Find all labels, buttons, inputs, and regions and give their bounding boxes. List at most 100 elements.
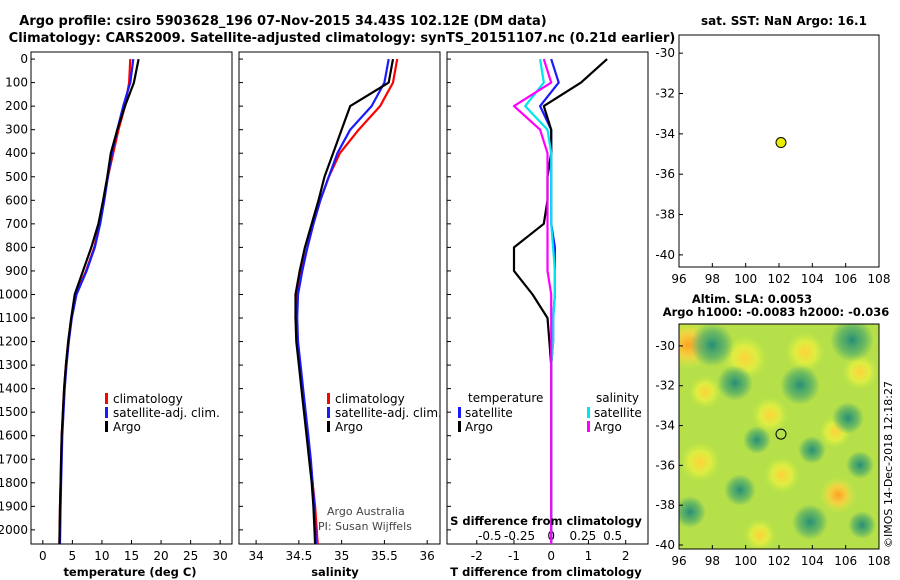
t-difference-xlabel: T difference from climatology [450, 565, 642, 579]
depth-tick-label: 1800 [0, 476, 28, 490]
lon-tick-label: 108 [868, 272, 891, 286]
legend-s-satellite: satellite [594, 406, 642, 420]
legend-swatch-satellite [327, 407, 330, 418]
difference-legend: temperature satellite Argo salinity sate… [458, 391, 642, 434]
temperature-xlabel: temperature (deg C) [63, 565, 196, 579]
x-tick-label: 30 [213, 549, 228, 563]
x-tick-label: -2 [471, 549, 483, 563]
temperature-panel: 0 5 10 15 20 25 30 [31, 58, 228, 563]
lat-tick-label: -40 [655, 248, 675, 262]
x-tick-label: 0 [547, 549, 555, 563]
difference-panel-frame [446, 51, 649, 545]
depth-tick-label: 100 [5, 76, 28, 90]
lon-tick-label: 96 [671, 272, 686, 286]
map-bottom-title-1: Altim. SLA: 0.0053 [692, 292, 812, 306]
series-line-argo [294, 58, 395, 545]
legend-t-argo: Argo [465, 420, 493, 434]
depth-tick-label: 600 [5, 193, 28, 207]
lon-tick-label: 104 [801, 272, 824, 286]
title-line-1: Argo profile: csiro 5903628_196 07-Nov-2… [19, 14, 546, 29]
x-tick-label: 2 [622, 549, 630, 563]
x-tick-label: -1 [508, 549, 520, 563]
s-tick-label: -0.5 [478, 529, 501, 543]
legend-argo: Argo [113, 420, 141, 434]
depth-tick-label: 700 [5, 217, 28, 231]
x-tick-label: 5 [69, 549, 77, 563]
lon-tick-label: 106 [834, 272, 857, 286]
credit-pi: PI: Susan Wijffels [318, 520, 412, 533]
salinity-legend: climatology satellite-adj. clim. Argo [327, 392, 442, 434]
s-tick-label: 0.25 [570, 529, 597, 543]
legend-swatch-climatology [105, 393, 108, 404]
lon-tick-label: 106 [834, 554, 857, 568]
legend-satellite: satellite-adj. clim. [335, 406, 442, 420]
x-tick-label: 20 [153, 549, 168, 563]
depth-tick-label: 800 [5, 240, 28, 254]
legend-swatch-s-satellite [587, 407, 590, 418]
title-line-2: Climatology: CARS2009. Satellite-adjuste… [9, 31, 676, 46]
location-map [678, 34, 880, 268]
depth-tick-label: 1300 [0, 358, 28, 372]
depth-tick-label: 900 [5, 264, 28, 278]
legend-climatology: climatology [113, 392, 183, 406]
salinity-xlabel: salinity [311, 565, 359, 579]
lat-tick-label: -36 [655, 167, 675, 181]
x-tick-label: 34.5 [286, 549, 313, 563]
lon-tick-label: 104 [801, 554, 824, 568]
depth-tick-label: 300 [5, 123, 28, 137]
depth-tick-label: 1500 [0, 405, 28, 419]
lat-tick-label: -32 [655, 379, 675, 393]
legend-climatology: climatology [335, 392, 405, 406]
depth-tick-label: 1100 [0, 311, 28, 325]
legend-swatch-t-satellite [458, 407, 461, 418]
series-line-satellite-adj-clim- [58, 58, 135, 545]
x-tick-label: 0 [39, 549, 47, 563]
s-tick-label: 0.5 [603, 529, 622, 543]
legend-swatch-s-argo [587, 421, 590, 432]
series-line-climatology [58, 59, 132, 545]
series-line-satellite-adj-clim- [296, 58, 390, 545]
lat-tick-label: -34 [655, 127, 675, 141]
map-bottom-title-2: Argo h1000: -0.0083 h2000: -0.036 [663, 305, 890, 319]
lon-tick-label: 98 [705, 272, 720, 286]
depth-tick-label: 500 [5, 170, 28, 184]
salinity-panel: 34 34.5 35 35.5 36 [239, 58, 435, 563]
salinity-panel-frame [238, 51, 441, 545]
difference-panel: -2 -1 0 1 2-0.5 -0.25 0 0.25 0.5 [447, 58, 630, 563]
legend-s-argo: Argo [594, 420, 622, 434]
depth-tick-label: 1900 [0, 499, 28, 513]
lon-tick-label: 102 [768, 554, 791, 568]
x-tick-label: 25 [183, 549, 198, 563]
lat-tick-label: -36 [655, 458, 675, 472]
lon-tick-label: 100 [734, 272, 757, 286]
temperature-legend: climatology satellite-adj. clim. Argo [105, 392, 220, 434]
depth-tick-label: 1600 [0, 429, 28, 443]
legend-satellite: satellite-adj. clim. [113, 406, 220, 420]
lon-tick-label: 108 [868, 554, 891, 568]
lat-tick-label: -38 [655, 498, 675, 512]
lat-tick-label: -38 [655, 208, 675, 222]
depth-tick-label: 200 [5, 99, 28, 113]
sla-map-axes: 96 98 100 102 104 106 108 -30 -32 -34 -36 -38 -40 [655, 339, 890, 568]
s-tick-label: -0.25 [504, 529, 535, 543]
depth-tick-label: 1700 [0, 452, 28, 466]
lon-tick-label: 96 [671, 554, 686, 568]
series-line-temperature-argo [512, 58, 608, 544]
x-tick-label: 36 [420, 549, 435, 563]
x-tick-label: 10 [94, 549, 109, 563]
depth-tick-label: 1400 [0, 382, 28, 396]
legend-salinity-head: salinity [596, 391, 639, 405]
lon-tick-label: 98 [705, 554, 720, 568]
x-tick-label: 35.5 [371, 549, 398, 563]
depth-tick-label: 0 [20, 52, 28, 66]
legend-swatch-satellite [105, 407, 108, 418]
x-tick-label: 34 [248, 549, 263, 563]
imos-credit: ©IMOS 14-Dec-2018 12:18:27 [882, 381, 895, 548]
depth-axis: 0 100 200 300 400 500 600 700 800 900 1000 1100 1200… [0, 52, 28, 537]
s-difference-xlabel: S difference from climatology [450, 514, 642, 528]
depth-tick-label: 2000 [0, 523, 28, 537]
lat-tick-label: -40 [655, 538, 675, 552]
map-top-title: sat. SST: NaN Argo: 16.1 [701, 14, 867, 28]
lat-tick-label: -32 [655, 87, 675, 101]
